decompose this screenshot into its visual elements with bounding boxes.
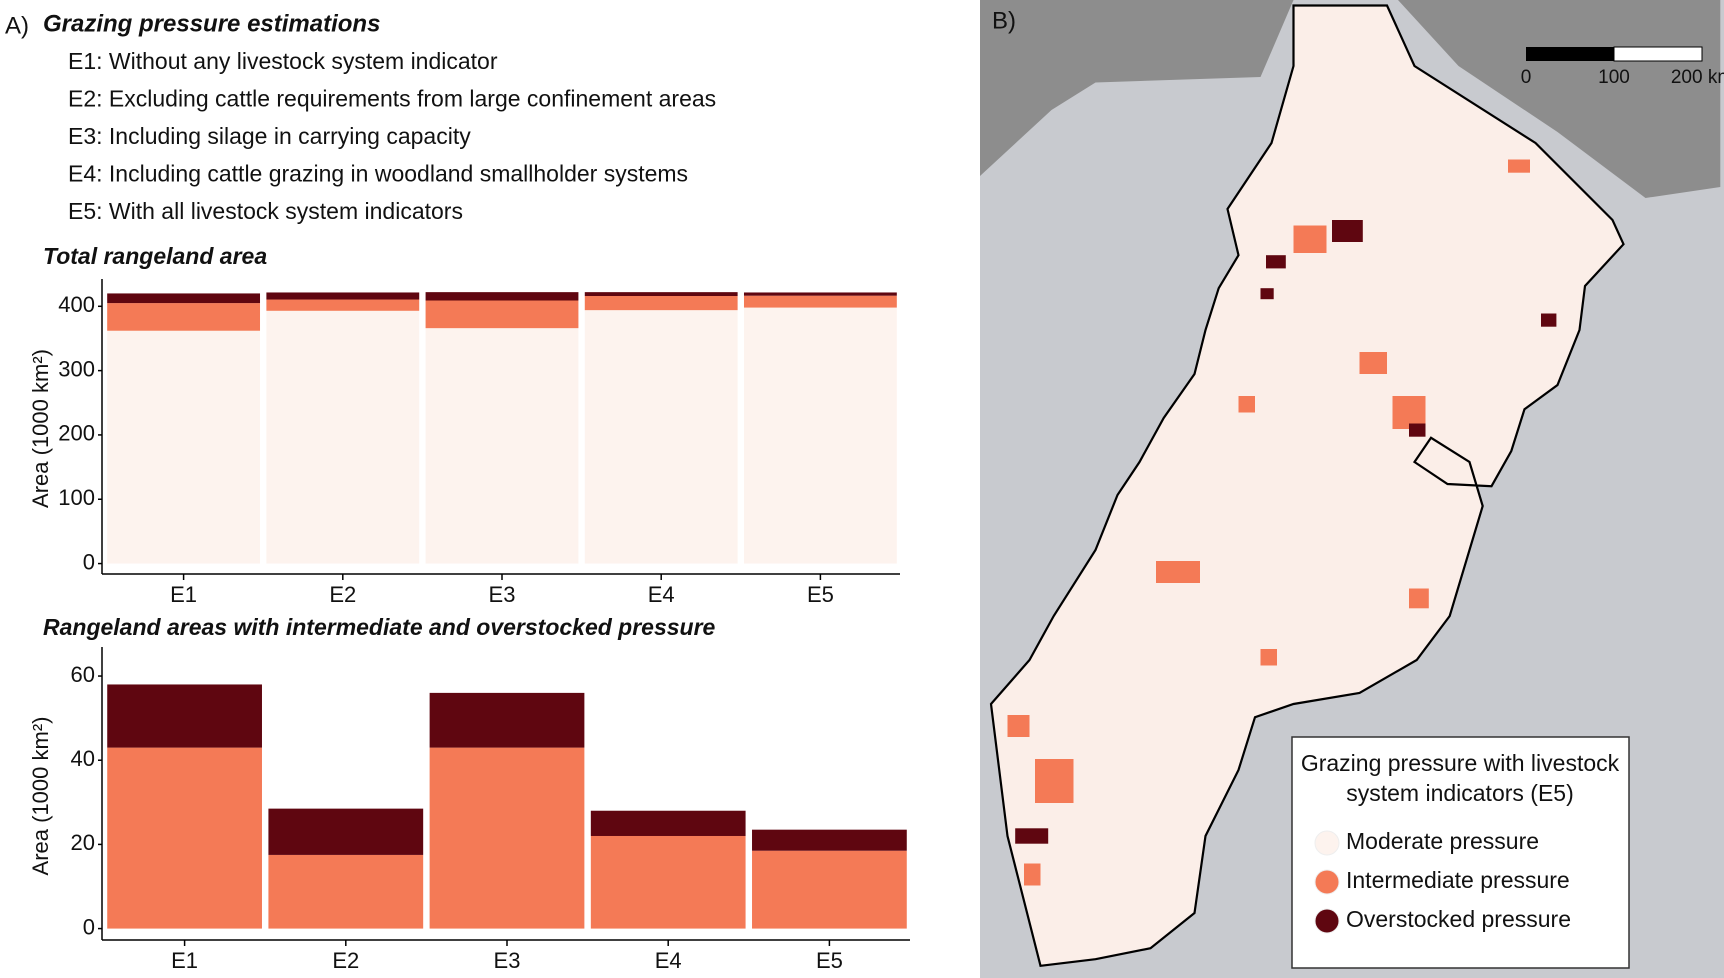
bar-segment (107, 747, 262, 929)
scale-bar (1526, 47, 1614, 61)
x-tick-label: E1 (170, 582, 197, 607)
bar-segment (268, 854, 424, 929)
bar-segment (266, 310, 420, 564)
chart-title: Total rangeland area (43, 243, 267, 269)
region (989, 4, 1625, 968)
y-tick-label: 40 (71, 746, 95, 771)
bar-segment (107, 293, 261, 304)
legend-label: Intermediate pressure (1346, 867, 1570, 893)
legend-swatch (1314, 908, 1340, 934)
bar-segment (107, 684, 262, 748)
y-tick-label: 0 (83, 914, 95, 939)
legend-swatch (1314, 830, 1340, 856)
scale-bar (1613, 46, 1703, 62)
bar-segment (107, 303, 261, 331)
panel-b: 0 100 200 km B) Grazing pressure with li… (980, 0, 1724, 978)
y-tick-label: 60 (71, 662, 95, 687)
legend-title: Grazing pressure with livestock (1301, 750, 1620, 776)
estimation-item: E2: Excluding cattle requirements from l… (68, 86, 716, 112)
legend-title: system indicators (E5) (1346, 780, 1574, 806)
x-tick-label: E2 (329, 582, 356, 607)
y-tick-label: 0 (83, 549, 95, 574)
scale-label: 200 km (1671, 67, 1724, 88)
bar-segment (743, 307, 897, 564)
x-tick-label: E3 (494, 948, 521, 973)
legend-label: Moderate pressure (1346, 828, 1539, 854)
y-tick-label: 20 (71, 830, 95, 855)
estimation-item: E1: Without any livestock system indicat… (68, 48, 498, 74)
bar-segment (590, 835, 746, 929)
bar-segment (429, 692, 585, 748)
scale-label: 0 (1521, 67, 1532, 88)
bar-segment (752, 850, 907, 929)
panel-label: A) (5, 12, 29, 39)
bar-segment (743, 292, 897, 296)
x-tick-label: E2 (332, 948, 359, 973)
bar-segment (752, 829, 907, 851)
panel-title: Grazing pressure estimations (43, 10, 380, 37)
estimation-item: E3: Including silage in carrying capacit… (68, 123, 471, 149)
x-tick-label: E1 (171, 948, 198, 973)
x-tick-label: E3 (489, 582, 516, 607)
panel-a: A) Grazing pressure estimations E1: With… (5, 10, 910, 973)
bar-segment (584, 310, 738, 564)
bar-segment (425, 300, 579, 329)
legend: Moderate pressure Intermediate pressure Ov… (1314, 828, 1571, 934)
legend-label: Overstocked pressure (1346, 906, 1571, 932)
y-tick-label: 400 (58, 292, 95, 317)
scale-label: 100 (1598, 67, 1630, 88)
bar-segment (266, 299, 420, 311)
bar-segment (429, 747, 585, 929)
bar-segment (425, 328, 579, 564)
bar-segment (107, 330, 261, 564)
chart-title: Rangeland areas with intermediate and ov… (43, 614, 716, 640)
bar-segment (584, 292, 738, 297)
x-tick-label: E4 (648, 582, 675, 607)
y-tick-label: 200 (58, 421, 95, 446)
y-tick-label: 100 (58, 485, 95, 510)
bar-segment (584, 296, 738, 311)
bar-segment (266, 292, 420, 300)
bar-segment (425, 292, 579, 301)
bar-segment (268, 808, 424, 855)
x-tick-label: E5 (816, 948, 843, 973)
intermediate-patches (1007, 159, 1530, 886)
panel-label: B) (992, 7, 1016, 34)
legend-swatch (1314, 869, 1340, 895)
bar-segment (590, 810, 746, 836)
y-axis-label: Area (1000 km²) (28, 349, 53, 508)
sea (980, 0, 1294, 176)
legend-box (1291, 736, 1630, 969)
overstocked-patches (1015, 220, 1557, 844)
y-tick-label: 300 (58, 356, 95, 381)
y-axis-label: Area (1000 km²) (28, 717, 53, 876)
x-tick-label: E5 (807, 582, 834, 607)
estimation-item: E4: Including cattle grazing in woodland… (68, 161, 688, 187)
x-tick-label: E4 (655, 948, 682, 973)
bar-segment (743, 295, 897, 308)
estimation-item: E5: With all livestock system indicators (68, 198, 463, 224)
